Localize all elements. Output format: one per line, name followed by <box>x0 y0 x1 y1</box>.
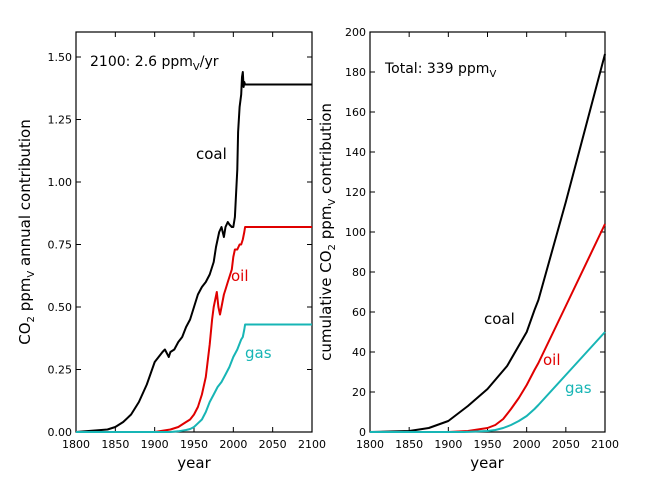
y-tick-label: 100 <box>345 226 366 239</box>
series-line-coal <box>369 53 606 433</box>
y-tick-label: 200 <box>345 26 366 39</box>
x-tick-label: 2050 <box>552 438 580 451</box>
y-tick-label: 0.75 <box>48 239 73 252</box>
x-axis-label: year <box>177 454 211 472</box>
y-tick-label: 1.50 <box>48 51 73 64</box>
series-label-oil: oil <box>543 351 561 369</box>
y-axis-label: CO2 ppmV annual contribution <box>16 119 37 344</box>
y-tick-label: 80 <box>352 266 366 279</box>
annual-contribution-chart: 1800 1850 1900 1950 2000 2050 2100 0.00 0.25 0.50… <box>16 31 326 472</box>
annotation-rate: 2100: 2.6 ppmV/yr <box>90 54 219 73</box>
series-line-oil <box>370 223 606 433</box>
x-axis-label: year <box>470 454 504 472</box>
x-tick-label: 1800 <box>62 438 90 451</box>
x-tick-label: 1850 <box>395 438 423 451</box>
series-label-coal: coal <box>484 310 515 328</box>
y-tick-label: 40 <box>352 346 366 359</box>
series-lines <box>369 53 606 433</box>
series-line-oil <box>76 226 312 433</box>
x-tick-label: 1850 <box>101 438 129 451</box>
y-tick-label: 0 <box>359 426 366 439</box>
y-tick-label: 1.00 <box>48 176 73 189</box>
series-label-coal: coal <box>196 145 227 163</box>
y-tick-label: 160 <box>345 106 366 119</box>
axis-ticks: 1800 1850 1900 1950 2000 2050 2100 0.00 0.25 0.50… <box>48 32 326 451</box>
series-line-gas <box>370 331 606 433</box>
y-tick-label: 1.25 <box>48 114 73 127</box>
x-tick-label: 2100 <box>591 438 619 451</box>
y-tick-label: 20 <box>352 386 366 399</box>
axis-ticks: 1800 1850 1900 1950 2000 2050 2100 0 20 40 60 80 100… <box>345 26 619 451</box>
x-tick-label: 1900 <box>434 438 462 451</box>
series-label-gas: gas <box>565 379 592 397</box>
series-label-oil: oil <box>231 267 249 285</box>
x-tick-label: 2000 <box>513 438 541 451</box>
series-label-gas: gas <box>245 344 272 362</box>
series-lines <box>75 71 312 433</box>
plot-frame <box>75 31 313 433</box>
annotation-total: Total: 339 ppmV <box>384 61 496 80</box>
y-tick-label: 120 <box>345 186 366 199</box>
y-tick-label: 60 <box>352 306 366 319</box>
y-tick-label: 180 <box>345 66 366 79</box>
x-tick-label: 2000 <box>219 438 247 451</box>
series-line-coal <box>75 71 312 433</box>
y-tick-label: 0.25 <box>48 364 73 377</box>
series-line-gas <box>76 323 312 433</box>
y-tick-label: 0.50 <box>48 301 73 314</box>
y-axis-label: cumulative CO2 ppmV contribution <box>317 103 338 361</box>
x-tick-label: 1900 <box>141 438 169 451</box>
x-tick-label: 1800 <box>356 438 384 451</box>
x-tick-label: 1950 <box>180 438 208 451</box>
x-tick-label: 1950 <box>474 438 502 451</box>
y-tick-label: 0.00 <box>48 426 73 439</box>
x-tick-label: 2050 <box>259 438 287 451</box>
cumulative-contribution-chart: 1800 1850 1900 1950 2000 2050 2100 0 20 40 60 80 100… <box>317 26 619 472</box>
x-tick-label: 2100 <box>298 438 326 451</box>
y-tick-label: 140 <box>345 146 366 159</box>
